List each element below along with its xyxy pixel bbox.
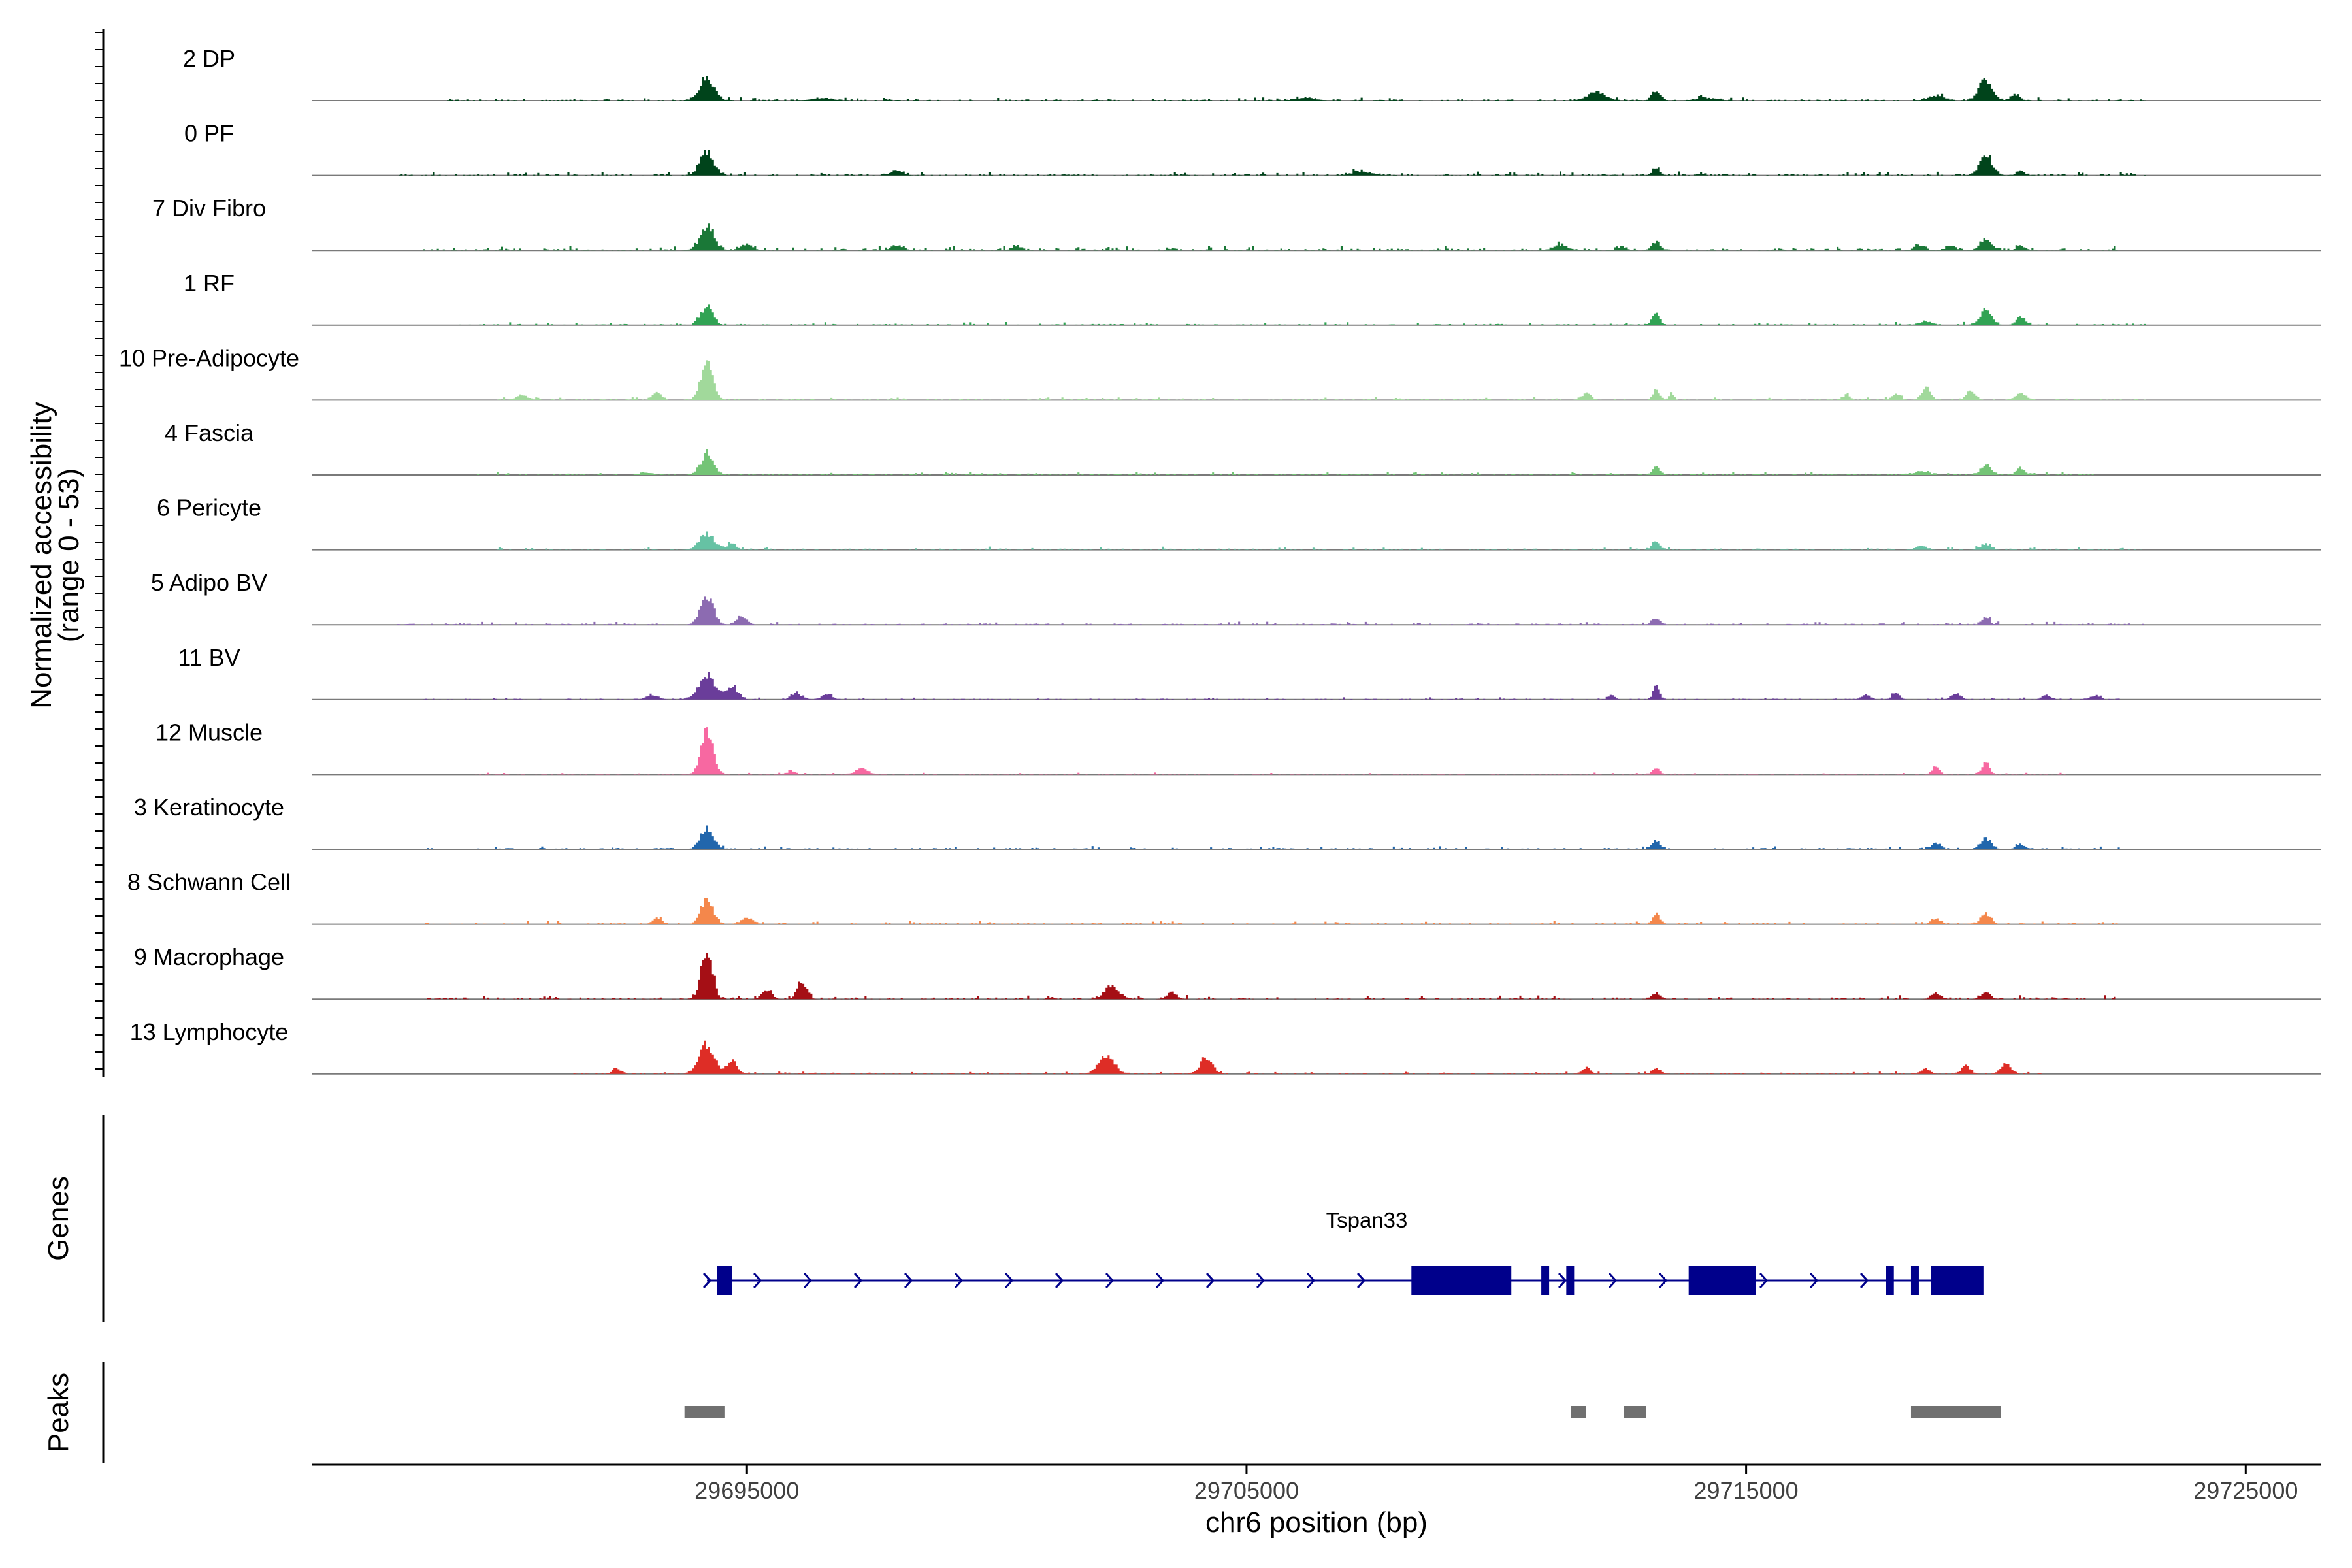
coverage-area-9-macrophage [312,953,2321,1000]
peak-region [1910,1406,2001,1418]
strand-arrow [803,1272,813,1289]
track-12-muscle: 12 Muscle [155,719,2321,776]
strand-arrow [1205,1272,1215,1289]
track-label: 6 Pericyte [157,495,261,521]
track-label: 9 Macrophage [134,943,284,970]
coverage-area-7-div-fibro [312,223,2321,251]
gene-exon [1931,1266,1984,1295]
track-label: 1 RF [184,270,235,297]
track-label: 4 Fascia [165,419,254,446]
track-label: 13 Lymphocyte [130,1019,289,1045]
gene-exon [1411,1266,1512,1295]
tracks-y-axis-ticks [95,32,103,1070]
peak-region [1624,1406,1646,1418]
strand-arrow [1809,1272,1819,1289]
x-axis-ticks: 29695000 29705000 29715000 29725000 [694,1465,2298,1504]
track-11-bv: 11 BV [178,644,2321,700]
track-3-keratinocyte: 3 Keratinocyte [134,794,2321,850]
strand-arrow [1658,1272,1668,1289]
track-6-pericyte: 6 Pericyte [157,495,2321,551]
strand-arrow [1608,1272,1618,1289]
coverage-area-3-keratinocyte [312,825,2321,849]
strand-arrow [954,1272,964,1289]
coverage-area-4-fascia [312,449,2321,475]
gene-exon [717,1266,732,1295]
track-label: 12 Muscle [155,719,263,745]
track-10-pre-adipocyte: 10 Pre-Adipocyte [119,344,2321,401]
track-5-adipo-bv: 5 Adipo BV [151,569,2321,626]
strand-arrow [1859,1272,1869,1289]
track-8-schwann-cell: 8 Schwann Cell [127,869,2321,925]
strand-arrow [1155,1272,1165,1289]
track-0-pf: 0 PF [184,120,2321,176]
track-label: 8 Schwann Cell [127,869,291,896]
track-label: 10 Pre-Adipocyte [119,344,299,371]
peaks-panel-title: Peaks [42,1373,74,1452]
x-axis-tick-label: 29695000 [694,1477,799,1504]
gene-exon [1541,1266,1550,1295]
track-2-dp: 2 DP [183,45,2321,101]
coverage-area-13-lymphocyte [312,1040,2321,1074]
coverage-area-11-bv [312,672,2321,700]
x-axis-tick-label: 29715000 [1694,1477,1799,1504]
strand-arrow [1105,1272,1115,1289]
track-label: 11 BV [178,644,240,671]
coverage-area-5-adipo-bv [312,596,2321,625]
track-label: 3 Keratinocyte [134,794,284,821]
track-9-macrophage: 9 Macrophage [134,943,2321,1000]
strand-arrow [702,1272,712,1289]
strand-arrow [853,1272,863,1289]
peaks-track [684,1406,2001,1418]
strand-arrow [1356,1272,1366,1289]
track-label: 5 Adipo BV [151,569,267,596]
gene-exon [1688,1266,1756,1295]
strand-arrow [904,1272,913,1289]
strand-arrow [1759,1272,1769,1289]
track-label: 0 PF [184,120,234,147]
strand-arrow [1558,1272,1567,1289]
strand-arrow [1004,1272,1014,1289]
track-label: 7 Div Fibro [152,195,266,221]
track-7-div-fibro: 7 Div Fibro [152,195,2321,252]
x-axis-tick-label: 29705000 [1194,1477,1299,1504]
track-1-rf: 1 RF [184,270,2321,326]
y-axis-title-line2: (range 0 - 53) [53,468,85,643]
strand-arrow [1256,1272,1266,1289]
track-13-lymphocyte: 13 Lymphocyte [130,1019,2321,1075]
strand-arrow [1054,1272,1064,1289]
coverage-area-1-rf [312,304,2321,325]
gene-exon [1886,1266,1894,1295]
peak-region [1571,1406,1586,1418]
track-label: 2 DP [183,45,235,72]
coverage-area-12-muscle [312,727,2321,775]
peak-region [684,1406,725,1418]
gene-exon [1910,1266,1919,1295]
coverage-area-8-schwann-cell [312,898,2321,924]
y-axis-title-line1: Normalized accessibility [25,402,57,708]
gene-name-label: Tspan33 [1326,1208,1408,1232]
coverage-area-0-pf [312,150,2321,176]
gene-track [702,1266,1984,1295]
strand-arrow [1306,1272,1316,1289]
x-axis-tick-label: 29725000 [2193,1477,2298,1504]
coverage-tracks: 2 DP 0 PF 7 Div Fibro 1 RF 10 Pre-Adipocyte 4… [119,45,2321,1075]
coverage-area-6-pericyte [312,531,2321,550]
x-axis-title: chr6 position (bp) [1205,1507,1428,1539]
coverage-area-10-pre-adipocyte [312,360,2321,400]
genes-panel-title: Genes [42,1176,74,1261]
coverage-area-2-dp [312,76,2321,101]
strand-arrow [753,1272,762,1289]
track-4-fascia: 4 Fascia [165,419,2321,476]
gene-exon [1566,1266,1575,1295]
